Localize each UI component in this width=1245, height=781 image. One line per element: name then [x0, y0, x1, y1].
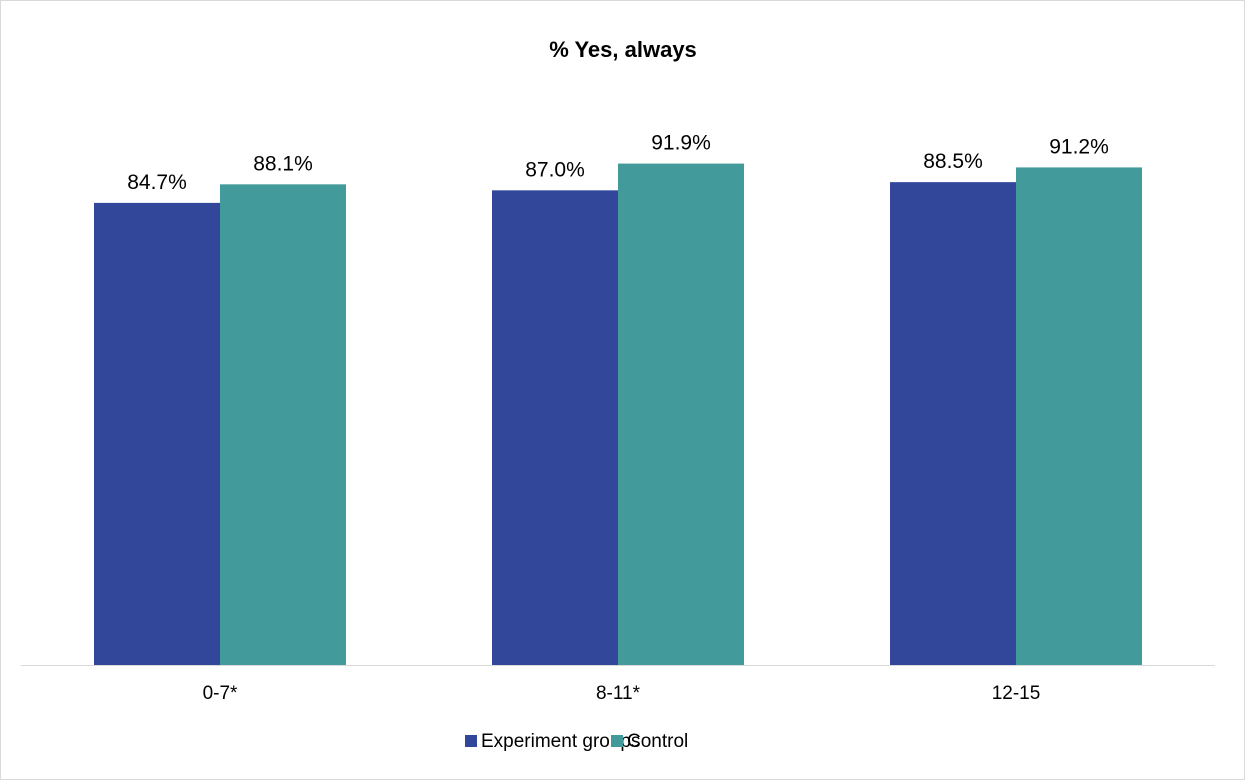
data-label: 91.9% — [651, 132, 711, 155]
data-label: 88.1% — [253, 152, 313, 175]
legend-label-experiment: Experiment groups — [481, 731, 640, 752]
bar-experiment-1 — [492, 190, 618, 665]
data-label: 84.7% — [127, 171, 187, 194]
x-tick-label: 0-7* — [203, 683, 238, 704]
bar-control-2 — [1016, 167, 1142, 666]
legend-swatch-experiment — [465, 735, 477, 747]
x-tick-label: 12-15 — [992, 683, 1041, 704]
bar-experiment-2 — [890, 182, 1016, 666]
bar-control-0 — [220, 184, 346, 665]
bar-experiment-0 — [94, 202, 220, 665]
x-tick-label: 8-11* — [596, 683, 641, 704]
legend-swatch-control — [611, 735, 623, 747]
legend-label-control: Control — [627, 731, 688, 752]
chart-title: % Yes, always — [549, 37, 697, 62]
plot-area: 84.7% 88.1% 0-7* 87.0% 91.9% 8-11* 88.5% 91.2% 1… — [21, 132, 1215, 704]
data-label: 87.0% — [525, 158, 585, 181]
data-label: 91.2% — [1049, 135, 1109, 158]
data-label: 88.5% — [923, 150, 983, 173]
bar-control-1 — [618, 163, 744, 665]
